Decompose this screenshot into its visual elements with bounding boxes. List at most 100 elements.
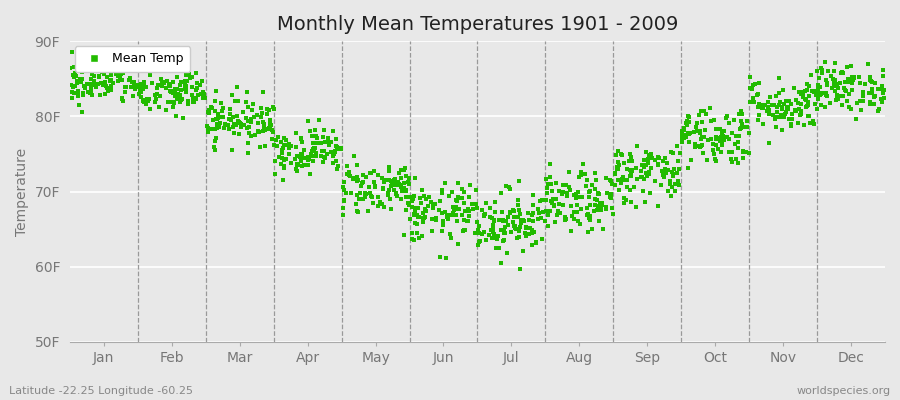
Point [491,233,506,240]
Point [539,208,554,214]
Point [158,63,172,70]
Point [485,234,500,241]
Point [310,135,324,142]
Point [519,224,534,230]
Point [297,162,311,168]
Point [814,90,829,96]
Point [706,147,720,153]
Point [366,178,381,185]
Point [815,66,830,73]
Point [274,138,289,145]
Point [469,218,483,225]
Point [868,94,882,101]
Point [266,142,281,148]
Point [541,181,555,188]
Point [810,106,824,112]
Point [798,88,813,94]
Point [525,227,539,233]
Point [471,227,485,234]
Point [198,95,212,101]
Point [762,94,777,100]
Point [814,102,828,108]
Point [215,108,230,114]
Point [119,83,133,90]
Point [84,76,98,82]
Point [719,134,733,140]
Point [383,178,398,184]
Point [807,88,822,95]
Point [670,158,685,164]
Point [807,101,822,107]
Point [384,182,399,189]
Point [389,190,403,196]
Point [477,212,491,218]
Point [184,92,199,98]
Point [503,210,517,216]
Point [774,114,788,120]
Point [658,168,672,174]
Point [93,92,107,99]
Point [384,182,399,189]
Point [76,66,91,72]
Point [734,111,749,117]
Point [695,134,709,140]
Point [295,163,310,169]
Point [842,91,856,97]
Point [258,127,273,133]
Point [487,217,501,224]
Point [589,170,603,176]
Point [693,128,707,134]
Point [793,112,807,118]
Point [772,90,787,96]
Point [624,154,638,160]
Point [397,185,411,191]
Point [865,85,879,92]
Point [811,96,825,102]
Point [604,177,618,184]
Point [623,151,637,157]
Point [511,234,526,240]
Point [162,81,176,87]
Point [139,84,153,91]
Point [320,135,335,141]
Point [290,168,304,174]
Point [680,118,694,124]
Point [728,141,742,148]
Point [736,147,751,154]
Point [316,134,330,140]
Point [548,196,562,203]
Point [802,113,816,119]
Point [371,172,385,178]
Point [642,153,656,159]
Point [876,72,890,79]
Point [571,188,585,195]
Point [423,199,437,206]
Point [708,134,723,140]
Point [412,234,427,241]
Point [784,101,798,107]
Point [137,96,151,103]
Point [829,96,843,103]
Point [173,82,187,88]
Point [295,151,310,158]
Point [698,111,713,117]
Point [184,74,199,80]
Point [579,183,593,190]
Point [758,102,772,108]
Point [127,82,141,89]
Point [534,215,548,221]
Point [700,157,715,163]
Point [668,188,682,194]
Point [526,210,541,216]
Point [230,122,244,128]
Point [436,217,451,224]
Point [737,124,751,130]
Point [876,86,890,92]
Point [796,91,810,98]
Point [123,74,138,81]
Point [707,116,722,123]
Point [313,140,328,147]
Point [94,80,108,86]
Point [826,68,841,74]
Point [808,90,823,96]
